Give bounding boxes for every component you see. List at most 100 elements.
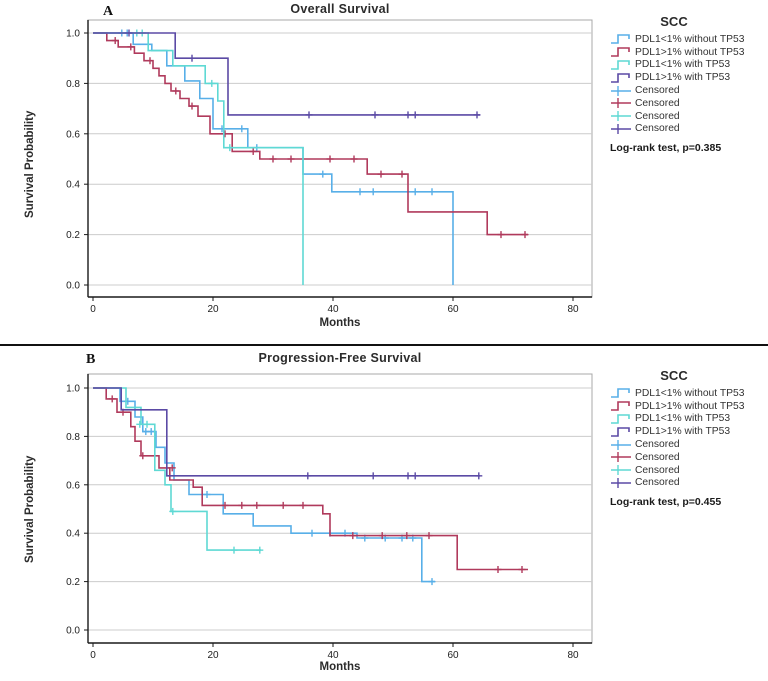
censor-mark-0 bbox=[411, 188, 419, 196]
y-tick-label: 1.0 bbox=[66, 384, 80, 395]
km-curve-1 bbox=[93, 387, 528, 571]
legend-entry-label: PDL1<1% without TP53 bbox=[635, 387, 745, 399]
censor-mark-3 bbox=[411, 472, 419, 480]
log-rank-stat-b: Log-rank test, p=0.455 bbox=[610, 496, 722, 509]
panel-a-label: A bbox=[103, 4, 114, 19]
y-tick-label: 0.2 bbox=[66, 577, 80, 588]
x-tick-label: 60 bbox=[447, 650, 459, 661]
censor-mark-1 bbox=[221, 501, 229, 509]
censor-mark-3 bbox=[473, 111, 481, 119]
y-tick-label: 0.4 bbox=[66, 180, 80, 191]
legend-title-a: SCC bbox=[660, 14, 688, 29]
y-tick-label: 0.8 bbox=[66, 79, 80, 90]
plot-frame bbox=[87, 373, 593, 644]
censor-mark-3 bbox=[404, 472, 412, 480]
censor-mark-1 bbox=[287, 155, 295, 163]
censor-mark-0 bbox=[203, 490, 211, 498]
censor-plus-icon bbox=[611, 85, 631, 96]
legend-entry: PDL1>1% with TP53 bbox=[610, 425, 768, 438]
censor-mark-1 bbox=[249, 147, 257, 155]
legend-entry: PDL1>1% without TP53 bbox=[610, 400, 768, 413]
y-tick-label: 0.2 bbox=[66, 230, 80, 241]
censor-mark-1 bbox=[108, 395, 116, 403]
censor-mark-1 bbox=[127, 43, 135, 51]
censor-mark-1 bbox=[398, 170, 406, 178]
censor-mark-3 bbox=[304, 472, 312, 480]
legend-entry-label: PDL1<1% with TP53 bbox=[635, 59, 731, 71]
legend-entry-label: Censored bbox=[635, 439, 680, 451]
step-line-icon bbox=[611, 426, 630, 437]
legend-entry-label: Censored bbox=[635, 110, 680, 122]
legend-entry-label: PDL1>1% with TP53 bbox=[635, 72, 731, 84]
censor-mark-2 bbox=[230, 546, 238, 554]
progression-free-survival-chart: 0 20 40 60 80 0.0 0.2 0.4 0.6 0.8 1.0 bbox=[66, 373, 593, 661]
overall-survival-title: Overall Survival bbox=[290, 2, 390, 16]
censor-mark-1 bbox=[168, 464, 176, 472]
censor-plus-icon bbox=[611, 98, 631, 109]
km-curve-1 bbox=[93, 32, 528, 236]
legend-entry: PDL1<1% with TP53 bbox=[610, 59, 768, 72]
censor-mark-1 bbox=[238, 501, 246, 509]
y-tick-label: 0.6 bbox=[66, 129, 80, 140]
censor-mark-1 bbox=[521, 231, 529, 239]
panel-separator bbox=[0, 344, 768, 346]
x-tick-label: 40 bbox=[327, 304, 339, 315]
censor-mark-1 bbox=[172, 87, 180, 95]
step-line-icon bbox=[611, 401, 630, 412]
legend-entry-label: PDL1>1% with TP53 bbox=[635, 426, 731, 438]
legend-entry-label: PDL1<1% with TP53 bbox=[635, 413, 731, 425]
censor-mark-1 bbox=[518, 566, 526, 573]
legend-entry-label: PDL1>1% without TP53 bbox=[635, 46, 745, 58]
legend-entry: Censored bbox=[610, 477, 768, 490]
legend-entry-label: PDL1>1% without TP53 bbox=[635, 400, 745, 412]
censor-plus-icon bbox=[611, 111, 631, 122]
censor-mark-1 bbox=[378, 532, 386, 540]
x-axis-label-a: Months bbox=[319, 317, 361, 329]
censor-mark-1 bbox=[253, 501, 261, 509]
censor-mark-1 bbox=[279, 501, 287, 509]
censor-mark-0 bbox=[238, 125, 246, 133]
censor-mark-1 bbox=[188, 102, 196, 110]
legend-rows-b: PDL1<1% without TP53 PDL1>1% without TP53… bbox=[610, 387, 768, 489]
y-tick-label: 0.8 bbox=[66, 432, 80, 443]
legend-entry-label: Censored bbox=[635, 451, 680, 463]
censor-mark-3 bbox=[305, 111, 313, 119]
censor-mark-1 bbox=[403, 532, 411, 540]
legend-entry: PDL1<1% with TP53 bbox=[610, 413, 768, 426]
censor-mark-1 bbox=[111, 37, 119, 45]
censor-mark-0 bbox=[147, 428, 155, 436]
legend-entry: Censored bbox=[610, 84, 768, 97]
censor-mark-2 bbox=[226, 144, 234, 152]
censor-mark-3 bbox=[369, 472, 377, 480]
censor-mark-1 bbox=[146, 57, 154, 65]
legend-entry: PDL1<1% without TP53 bbox=[610, 387, 768, 400]
km-curve-3 bbox=[93, 387, 480, 477]
x-tick-label: 0 bbox=[90, 304, 96, 315]
step-line-icon bbox=[611, 34, 630, 45]
x-tick-label: 40 bbox=[327, 650, 339, 661]
x-tick-label: 80 bbox=[567, 304, 579, 315]
censor-mark-0 bbox=[308, 529, 316, 537]
censor-plus-icon bbox=[611, 439, 631, 450]
censor-mark-2 bbox=[136, 420, 144, 428]
censor-mark-3 bbox=[404, 111, 412, 119]
censor-mark-2 bbox=[256, 546, 264, 554]
step-line-icon bbox=[611, 388, 630, 399]
progression-free-survival-title: Progression-Free Survival bbox=[258, 351, 422, 365]
censor-mark-3 bbox=[475, 472, 483, 480]
legend-entry-label: Censored bbox=[635, 97, 680, 109]
legend-a: SCC PDL1<1% without TP53 PDL1>1% without … bbox=[610, 14, 768, 154]
censor-mark-3 bbox=[125, 29, 133, 37]
overall-survival-chart: 0 20 40 60 80 0.0 0.2 0.4 0.6 0.8 1.0 bbox=[66, 19, 593, 315]
y-tick-label: 0.4 bbox=[66, 529, 80, 540]
x-tick-label: 20 bbox=[207, 304, 219, 315]
censor-mark-2 bbox=[169, 507, 177, 515]
censor-mark-1 bbox=[377, 170, 385, 178]
x-tick-label: 60 bbox=[447, 304, 459, 315]
y-tick-label: 0.0 bbox=[66, 281, 80, 292]
legend-entry: PDL1>1% without TP53 bbox=[610, 46, 768, 59]
legend-entry-label: Censored bbox=[635, 464, 680, 476]
step-line-icon bbox=[611, 414, 630, 424]
censor-mark-0 bbox=[369, 188, 377, 196]
